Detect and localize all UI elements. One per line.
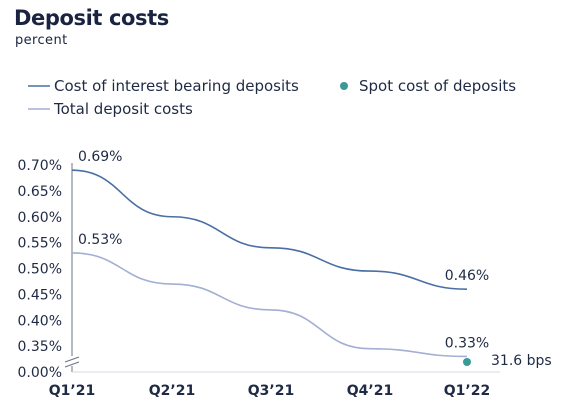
x-tick-label: Q2’21 (149, 383, 195, 399)
chart-title: Deposit costs (14, 6, 169, 30)
y-tick-label: 0.70% (18, 158, 62, 174)
y-tick-label: 0.00% (18, 365, 62, 381)
series-line-0 (71, 169, 468, 290)
y-tick-label: 0.60% (18, 210, 62, 226)
x-tick-label: Q4’21 (347, 383, 393, 399)
x-tick-label: Q1’21 (49, 383, 95, 399)
legend-label-1: Total deposit costs (53, 100, 193, 118)
y-tick-label: 0.35% (18, 339, 62, 355)
chart-subtitle: percent (15, 33, 68, 48)
series-line-1 (71, 252, 468, 358)
axis-break-mark-1 (64, 356, 80, 363)
y-tick-label: 0.40% (18, 313, 62, 329)
y-tick-label: 0.55% (18, 236, 62, 252)
legend-label-0: Cost of interest bearing deposits (54, 77, 299, 95)
data-label: 0.33% (445, 335, 489, 351)
x-tick-label: Q1’22 (444, 383, 490, 399)
data-label: 0.53% (78, 232, 122, 248)
y-tick-label: 0.50% (18, 262, 62, 278)
axis-break-mark-2 (64, 361, 80, 368)
spot-cost-label: 31.6 bps (491, 353, 552, 369)
data-label: 0.46% (445, 268, 489, 284)
legend-label-spot: Spot cost of deposits (359, 77, 516, 95)
y-tick-label: 0.45% (18, 287, 62, 303)
y-tick-label: 0.65% (18, 184, 62, 200)
spot-cost-point (463, 358, 471, 366)
data-label: 0.69% (78, 149, 122, 165)
x-tick-label: Q3’21 (248, 383, 294, 399)
legend-dot-swatch (340, 82, 348, 90)
